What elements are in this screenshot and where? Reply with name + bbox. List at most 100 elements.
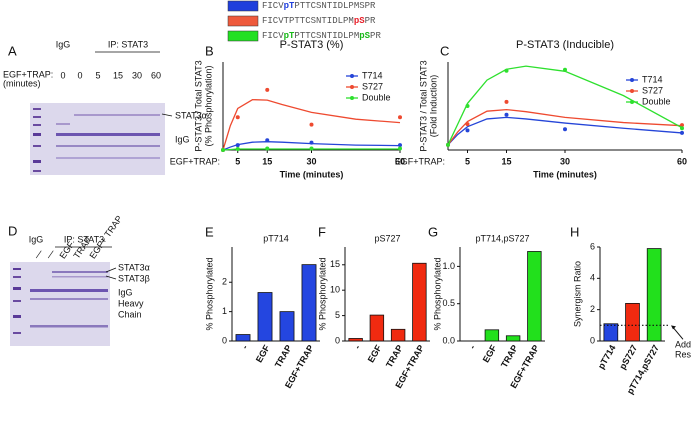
peptide-swatch [227, 30, 259, 42]
x-tick-label: 60 [677, 156, 687, 166]
y-tick-label: 0 [335, 335, 340, 345]
band-label: STAT3β [118, 273, 150, 283]
legend-marker [350, 85, 354, 89]
fit-curve [447, 108, 683, 146]
band-arrow [161, 113, 173, 117]
data-point [465, 104, 470, 108]
bar [235, 334, 251, 342]
data-point [398, 143, 402, 148]
y-axis-label: P-STAT3 / Total STAT3 [193, 60, 203, 151]
bar [390, 328, 406, 342]
annotation: Response [675, 350, 691, 360]
bar [646, 248, 662, 342]
legend-label: T714 [642, 74, 663, 84]
x-tick-label: TRAP [499, 343, 520, 369]
x-tick-label: 30 [560, 156, 570, 166]
legend-label: Double [362, 92, 391, 102]
lane-label: — [31, 247, 44, 260]
band-label: STAT3α [175, 110, 207, 120]
data-point [309, 140, 314, 145]
peptide-part: pS [354, 16, 365, 26]
y-tick-label: 10 [330, 285, 340, 295]
lane-label: 0 [60, 70, 65, 80]
y-axis-label: % Phosphorylated [317, 257, 327, 330]
bar [369, 314, 385, 342]
panel-letter: G [428, 224, 438, 239]
peptide-part: pS [359, 31, 370, 41]
bar [625, 302, 640, 342]
y-tick-label: 2 [590, 304, 595, 314]
x-tick-label: 30 [306, 156, 316, 166]
data-point [265, 138, 270, 143]
data-point [504, 68, 509, 73]
gel-image-a [30, 103, 165, 175]
band-label: Chain [118, 309, 142, 319]
lane-label: 30 [132, 70, 142, 80]
chart-title: P-STAT3 (%) [280, 39, 344, 51]
peptide-part: FICVTPTTCSNTIDLPM [262, 16, 354, 26]
bar [484, 329, 500, 342]
y-axis-label: (Fold Induction) [428, 75, 438, 138]
gel-image-d [10, 262, 110, 346]
legend-marker [350, 74, 354, 78]
x-tick-label: EGF [254, 343, 272, 364]
peptide-part: pT [284, 1, 295, 11]
data-point [680, 123, 684, 128]
band-label: STAT3α [118, 262, 150, 272]
peptide-sequence: FICVTPTTCSNTIDLPMpSPR [262, 16, 376, 26]
data-point [265, 146, 270, 151]
data-point [504, 112, 509, 117]
ip-label: IP: STAT3 [108, 39, 148, 49]
x-tick-label: - [352, 343, 362, 351]
lane-label: 60 [151, 70, 161, 80]
bar [412, 262, 427, 342]
data-point [309, 122, 314, 127]
data-point [235, 115, 240, 120]
peptide-part: pT [284, 31, 295, 41]
panel-letter: C [440, 43, 449, 58]
x-tick-label: pS727 [617, 343, 639, 371]
band-label: Heavy [118, 298, 144, 308]
y-tick-label: 1 [222, 306, 227, 316]
x-tick-label: 5 [465, 156, 470, 166]
bar [348, 338, 363, 342]
x-tick-label: 15 [501, 156, 511, 166]
chart-title: pT714,pS727 [475, 233, 529, 243]
data-point [563, 127, 567, 132]
legend-label: Double [642, 96, 671, 106]
data-point [221, 148, 225, 152]
x-axis-label: Time (minutes) [533, 169, 597, 179]
peptide-swatch [227, 15, 259, 27]
x-axis-label: Time (minutes) [280, 169, 344, 179]
y-tick-label: 0.5 [442, 298, 455, 308]
ip-label: IP: STAT3 [64, 234, 104, 244]
data-point [563, 67, 567, 72]
peptide-sequence: FICVpTPTTCSNTIDLPMpSPR [262, 31, 381, 41]
data-point [680, 126, 684, 131]
data-point [504, 99, 509, 104]
x-tick-label: 15 [262, 156, 272, 166]
y-tick-label: 5 [335, 310, 340, 320]
annotation-arrow [672, 327, 684, 340]
panel-letter: B [205, 43, 214, 58]
peptide-part: PTTCSNTIDLPMSPR [294, 1, 376, 11]
x-tick-label: TRAP [273, 343, 294, 369]
bar [505, 335, 521, 342]
data-point [398, 146, 402, 151]
bar [279, 311, 295, 342]
y-tick-label: 6 [590, 241, 595, 251]
data-point [680, 130, 684, 135]
treatment-label: (minutes) [3, 78, 41, 88]
y-axis-label: % Phosphorylated [204, 257, 214, 330]
x-tick-label: 5 [235, 156, 240, 166]
data-point [309, 146, 314, 151]
peptide-part: FICV [262, 31, 284, 41]
fit-curve [447, 116, 683, 146]
data-point [235, 143, 240, 148]
panel-letter: H [570, 224, 579, 239]
peptide-part: PTTCSNTIDLPM [294, 31, 359, 41]
lane-label: 0 [77, 70, 82, 80]
bar [603, 323, 619, 342]
x-tick-label: - [240, 343, 250, 351]
legend-label: S727 [362, 81, 383, 91]
